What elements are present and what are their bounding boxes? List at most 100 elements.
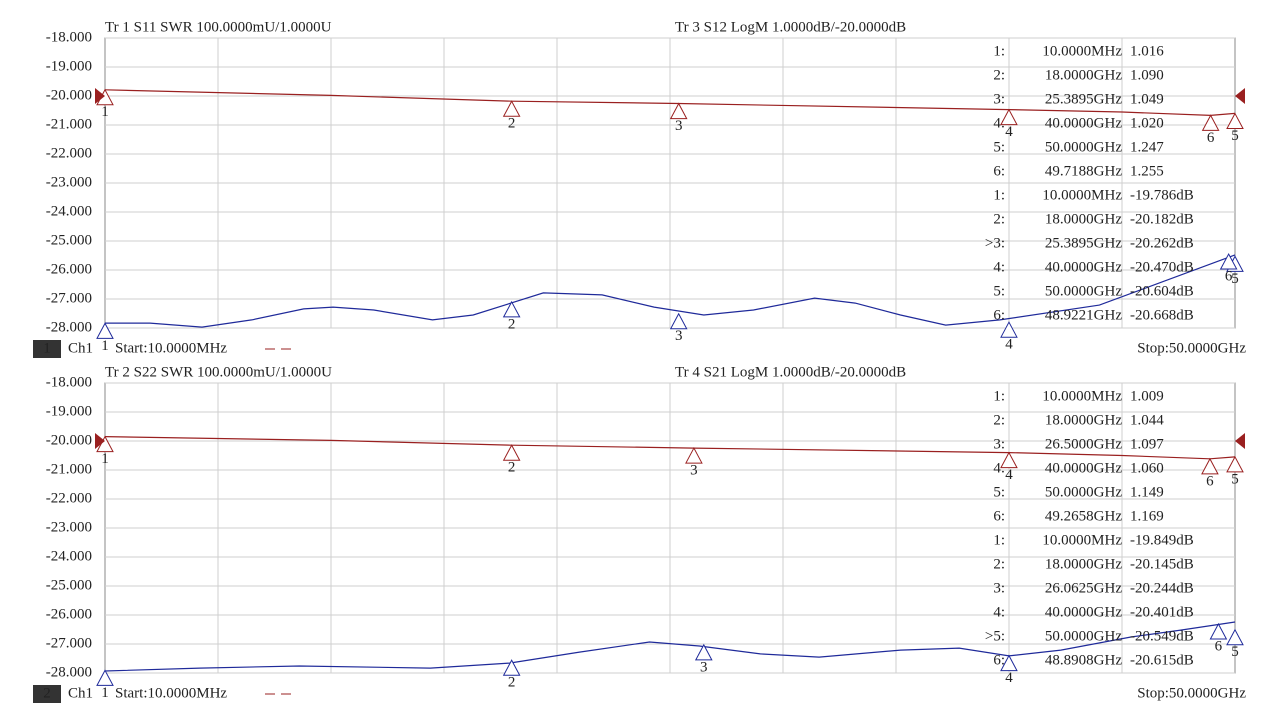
ref-arrow-right <box>1235 88 1245 104</box>
marker-triangle <box>1201 457 1219 475</box>
marker-num: 6: <box>993 652 1005 668</box>
marker-num: 6: <box>993 508 1005 524</box>
marker-id: 1 <box>101 338 109 354</box>
trace-line <box>105 254 1236 328</box>
marker-triangle <box>96 322 114 339</box>
marker-id: 2 <box>508 675 516 691</box>
marker-reading: 1.247 <box>1130 139 1164 155</box>
marker-freq: 48.8908GHz <box>1045 652 1122 668</box>
marker-reading: 1.060 <box>1130 460 1164 476</box>
trace-header: Tr 4 S21 LogM 1.0000dB/-20.0000dB <box>675 364 906 380</box>
marker-reading: -20.262dB <box>1130 235 1194 251</box>
marker-triangle <box>1000 108 1018 126</box>
marker-reading: -19.786dB <box>1130 187 1194 203</box>
marker-id: 2 <box>508 460 516 476</box>
marker-id: 1 <box>101 685 109 701</box>
channel-box[interactable] <box>33 685 61 703</box>
y-tick-label: -26.000 <box>46 606 92 622</box>
y-tick-label: -18.000 <box>46 29 92 45</box>
ref-arrow-left <box>95 88 105 104</box>
marker-id: 4 <box>1005 467 1013 483</box>
marker-triangle <box>685 447 703 464</box>
marker-id: 3 <box>700 659 708 675</box>
marker-num: 5: <box>993 139 1005 155</box>
marker-num: 3: <box>993 580 1005 596</box>
marker-triangle <box>502 100 521 117</box>
marker-freq: 40.0000GHz <box>1045 115 1122 131</box>
marker-id: 4 <box>1005 124 1013 140</box>
trace-header: Tr 3 S12 LogM 1.0000dB/-20.0000dB <box>675 19 906 35</box>
marker-freq: 50.0000GHz <box>1045 628 1122 644</box>
marker-triangle <box>1226 455 1244 473</box>
y-tick-label: -20.000 <box>46 87 92 103</box>
marker-num: >3: <box>985 235 1005 251</box>
marker-id: 2 <box>508 316 516 332</box>
marker-id: 3 <box>675 328 683 344</box>
marker-id: 6 <box>1207 130 1215 146</box>
marker-reading: -20.244dB <box>1130 580 1194 596</box>
channel-label: Ch1 <box>68 685 93 701</box>
marker-id: 3 <box>690 463 698 479</box>
marker-triangle <box>694 643 713 661</box>
marker-freq: 48.9221GHz <box>1045 307 1122 323</box>
marker-reading: -20.145dB <box>1130 556 1194 572</box>
y-tick-label: -25.000 <box>46 577 92 593</box>
marker-reading: 1.169 <box>1130 508 1164 524</box>
y-tick-label: -22.000 <box>46 490 92 506</box>
trace-header: Tr 1 S11 SWR 100.0000mU/1.0000U <box>105 19 332 35</box>
marker-triangle <box>96 669 114 686</box>
trace-line <box>104 621 1236 672</box>
marker-freq: 40.0000GHz <box>1045 460 1122 476</box>
marker-freq: 18.0000GHz <box>1045 412 1122 428</box>
marker-triangle <box>1000 321 1018 338</box>
stop-label: Stop:50.0000GHz <box>1137 685 1246 701</box>
channel-box[interactable] <box>33 340 61 358</box>
marker-reading: -20.401dB <box>1130 604 1194 620</box>
marker-reading: -19.849dB <box>1130 532 1194 548</box>
marker-num: 4: <box>993 604 1005 620</box>
marker-reading: 1.049 <box>1130 91 1164 107</box>
marker-id: 5 <box>1231 471 1239 487</box>
marker-freq: 26.0625GHz <box>1045 580 1122 596</box>
marker-id: 2 <box>508 116 516 132</box>
y-tick-label: -23.000 <box>46 174 92 190</box>
y-tick-label: -27.000 <box>46 635 92 651</box>
marker-id: 6 <box>1206 473 1214 489</box>
y-tick-label: -23.000 <box>46 519 92 535</box>
marker-id: 4 <box>1005 337 1013 353</box>
y-tick-label: -28.000 <box>46 664 92 680</box>
marker-freq: 18.0000GHz <box>1045 556 1122 572</box>
marker-freq: 25.3895GHz <box>1045 91 1122 107</box>
marker-triangle <box>1209 622 1228 640</box>
y-tick-label: -18.000 <box>46 374 92 390</box>
marker-freq: 25.3895GHz <box>1045 235 1122 251</box>
marker-reading: 1.149 <box>1130 484 1164 500</box>
y-tick-label: -19.000 <box>46 403 92 419</box>
trace-line <box>104 89 1236 117</box>
marker-reading: 1.255 <box>1130 163 1164 179</box>
channel-label: Ch1 <box>68 340 93 356</box>
marker-freq: 18.0000GHz <box>1045 67 1122 83</box>
channel-number: 1 <box>43 340 51 356</box>
marker-id: 5 <box>1231 271 1239 287</box>
marker-reading: -20.549dB <box>1130 628 1194 644</box>
marker-freq: 18.0000GHz <box>1045 211 1122 227</box>
marker-id: 6 <box>1215 638 1223 654</box>
y-tick-label: -25.000 <box>46 232 92 248</box>
marker-num: 1: <box>993 43 1005 59</box>
trace-line <box>104 436 1236 460</box>
marker-freq: 10.0000MHz <box>1042 532 1122 548</box>
marker-reading: -20.182dB <box>1130 211 1194 227</box>
marker-triangle <box>502 300 521 318</box>
marker-freq: 40.0000GHz <box>1045 259 1122 275</box>
marker-freq: 49.7188GHz <box>1045 163 1122 179</box>
marker-num: 1: <box>993 532 1005 548</box>
marker-triangle <box>1226 628 1244 646</box>
marker-reading: 1.009 <box>1130 388 1164 404</box>
marker-num: 1: <box>993 388 1005 404</box>
marker-triangle <box>502 659 521 676</box>
marker-id: 1 <box>101 451 109 467</box>
y-tick-label: -26.000 <box>46 261 92 277</box>
marker-triangle <box>502 444 521 461</box>
